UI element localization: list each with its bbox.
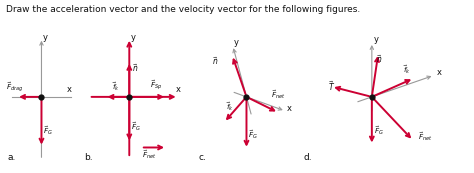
- Text: $\vec{n}$: $\vec{n}$: [376, 53, 383, 65]
- Text: d.: d.: [303, 153, 312, 162]
- Text: $\vec{F}_G$: $\vec{F}_G$: [43, 124, 53, 137]
- Text: c.: c.: [198, 153, 206, 162]
- Text: y: y: [131, 33, 136, 42]
- Text: $\vec{F}_G$: $\vec{F}_G$: [248, 128, 258, 141]
- Text: a.: a.: [7, 153, 16, 162]
- Text: $\vec{f}_k$: $\vec{f}_k$: [112, 80, 120, 93]
- Text: y: y: [234, 38, 239, 47]
- Text: $\vec{F}_G$: $\vec{F}_G$: [131, 120, 141, 133]
- Text: $\vec{n}$: $\vec{n}$: [132, 62, 139, 74]
- Text: x: x: [437, 68, 441, 77]
- Text: $\vec{f}_k$: $\vec{f}_k$: [226, 100, 234, 113]
- Text: $\vec{F}_{Sp}$: $\vec{F}_{Sp}$: [150, 79, 162, 93]
- Text: $\vec{T}$: $\vec{T}$: [328, 79, 335, 93]
- Text: $\vec{n}$: $\vec{n}$: [212, 55, 219, 66]
- Text: y: y: [43, 33, 48, 42]
- Text: $\vec{F}_{drag}$: $\vec{F}_{drag}$: [6, 81, 24, 95]
- Text: x: x: [176, 85, 181, 94]
- Text: $\vec{F}_{net}$: $\vec{F}_{net}$: [419, 130, 433, 143]
- Text: $\vec{F}_G$: $\vec{F}_G$: [374, 124, 384, 137]
- Text: x: x: [287, 104, 292, 113]
- Text: $\vec{F}_{net}$: $\vec{F}_{net}$: [271, 88, 286, 101]
- Text: b.: b.: [84, 153, 93, 162]
- Text: y: y: [374, 35, 379, 44]
- Text: Draw the acceleration vector and the velocity vector for the following figures.: Draw the acceleration vector and the vel…: [6, 5, 360, 14]
- Text: $\vec{f}_k$: $\vec{f}_k$: [403, 63, 411, 76]
- Text: x: x: [67, 85, 72, 94]
- Text: $\vec{F}_{net}$: $\vec{F}_{net}$: [142, 148, 157, 161]
